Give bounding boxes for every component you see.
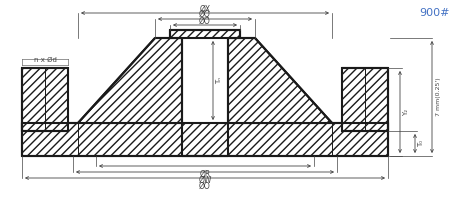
Text: ØQ: ØQ	[199, 10, 210, 20]
Text: Tₙ: Tₙ	[216, 77, 222, 84]
Text: ØX: ØX	[199, 4, 210, 13]
Text: ØW: ØW	[198, 176, 211, 185]
Polygon shape	[22, 68, 68, 131]
Text: Y₂: Y₂	[402, 108, 408, 116]
Polygon shape	[341, 68, 387, 131]
Polygon shape	[228, 38, 331, 123]
Text: ØO: ØO	[199, 182, 210, 191]
Text: 7 mm(0.25'): 7 mm(0.25')	[436, 78, 441, 116]
Text: n x Ød: n x Ød	[34, 57, 56, 63]
Polygon shape	[22, 123, 387, 156]
Polygon shape	[170, 30, 240, 38]
Text: T₀: T₀	[417, 140, 423, 147]
Text: 900#: 900#	[419, 8, 449, 18]
Text: ØR: ØR	[199, 170, 210, 179]
Text: ØO: ØO	[199, 16, 210, 26]
Polygon shape	[78, 38, 182, 123]
